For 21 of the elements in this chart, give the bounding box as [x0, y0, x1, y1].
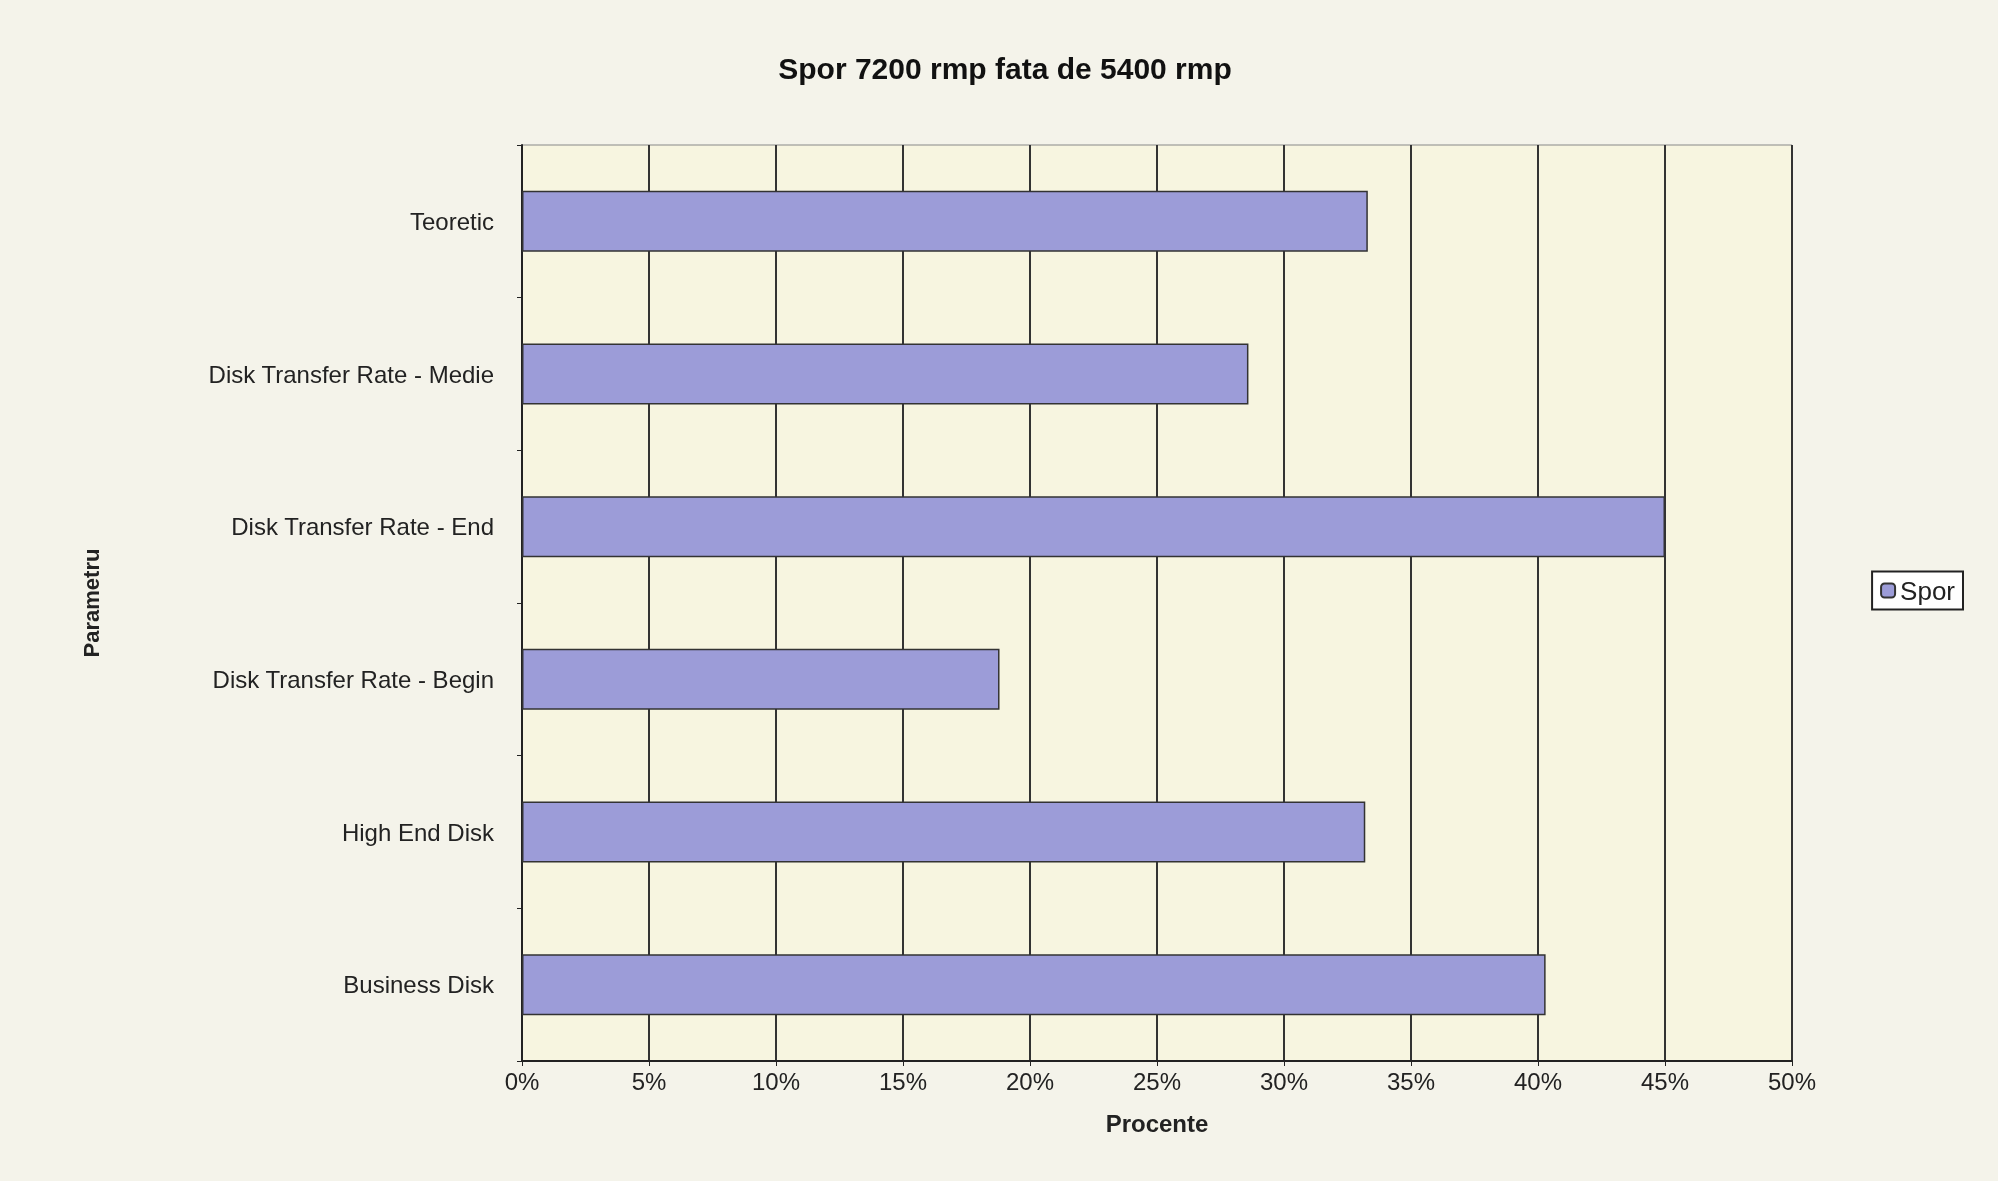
x-tick-label: 40%	[1513, 1067, 1563, 1095]
x-tick-label: 30%	[1259, 1067, 1309, 1095]
x-tick-label: 50%	[1767, 1067, 1817, 1095]
x-tick-label: 10%	[751, 1067, 801, 1095]
y-tick-label: Business Disk	[343, 971, 495, 999]
y-tick-label: High End Disk	[341, 818, 495, 846]
x-tick-label: 35%	[1386, 1067, 1436, 1095]
y-axis-title: Parametru	[78, 548, 104, 658]
x-tick-label: 25%	[1132, 1067, 1182, 1095]
y-tick-label: Disk Transfer Rate - Medie	[208, 360, 494, 388]
x-tick-label: 15%	[878, 1067, 928, 1095]
x-tick-label: 5%	[631, 1067, 667, 1095]
y-tick-label: Disk Transfer Rate - Begin	[212, 665, 494, 693]
x-tick-label: 20%	[1005, 1067, 1055, 1095]
legend-label: Spor	[1900, 575, 1956, 606]
x-tick-label: 0%	[504, 1067, 540, 1095]
x-tick-label: 45%	[1640, 1067, 1690, 1095]
chart-title: Spor 7200 rmp fata de 5400 rmp	[778, 51, 1232, 85]
y-tick-label: Disk Transfer Rate - End	[231, 513, 494, 541]
x-axis-title: Procente	[1105, 1109, 1209, 1137]
y-tick-label: Teoretic	[409, 207, 494, 235]
